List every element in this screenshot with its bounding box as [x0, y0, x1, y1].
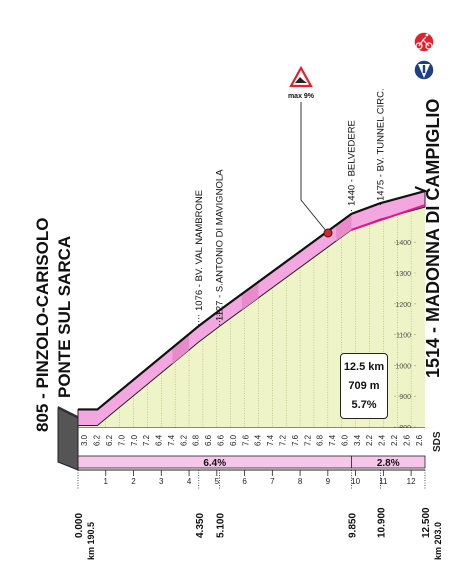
x-tick-label: 3 [159, 477, 164, 486]
climb-stats-box: 12.5 km 709 m 5.7% [340, 353, 388, 419]
gradient-strip-bg [78, 428, 425, 457]
distance-label: 4.350 [195, 513, 206, 538]
climb-length: 12.5 km [343, 361, 385, 373]
distance-axis: 1 2 3 4 5 6 7 8 9 10 11 120.000 4.350 5.100 9.850 10.90… [74, 469, 443, 560]
gradient-value: 7.2 [278, 434, 287, 446]
gradient-value: 6.0 [340, 434, 349, 446]
climb-average: 5.7% [351, 399, 377, 411]
km-total-label: km 190.5 [86, 522, 96, 560]
gradient-value: 2.4 [378, 434, 387, 446]
x-tick-label: 12 [407, 477, 416, 486]
x-tick-label: 9 [326, 477, 331, 486]
finish-approach-line [351, 204, 426, 231]
gradient-value: 2.2 [365, 434, 374, 446]
gradient-value: 6.2 [179, 434, 188, 446]
gradient-value: 7.0 [117, 434, 126, 446]
gradient-value: 2.6 [402, 434, 411, 446]
gradient-value: 2.6 [415, 434, 424, 446]
gradient-value: 7.2 [142, 434, 151, 446]
waypoint-label: 1475 - BV. TUNNEL CIRC. [376, 88, 387, 201]
elevation-tick-label: 1000 [395, 363, 411, 370]
gradient-value: 7.4 [266, 434, 275, 446]
start-label: 805 - PINZOLO-CARISOLO [33, 217, 52, 432]
steep-segment [241, 281, 259, 311]
segment-grade-bar [351, 455, 426, 469]
elevation-tick-label: 1300 [395, 271, 411, 278]
sds-logo: SDS [432, 431, 443, 452]
stage-finish-icon [413, 59, 435, 81]
climb-gain: 709 m [348, 380, 380, 392]
x-tick-label: 7 [270, 477, 275, 486]
max-grade-label: max 9% [288, 93, 315, 100]
gradient-value: 6.8 [316, 434, 325, 446]
elevation-tick-label: 900 [399, 394, 411, 401]
gradient-value: 7.6 [241, 434, 250, 446]
x-tick-label: 6 [242, 477, 247, 486]
distance-label: 12.500 [421, 507, 432, 538]
cycling-icon [413, 31, 435, 53]
km-total-label: km 203.0 [433, 522, 443, 560]
elevation-fill [78, 207, 425, 428]
waypoint-label: 1127 - S.ANTONIO DI MAVIGNOLA [215, 169, 226, 321]
gradient-value: 7.4 [167, 434, 176, 446]
x-tick-label: 10 [351, 477, 360, 486]
profile-top-edge [78, 186, 429, 411]
max-grade-dot [323, 228, 333, 238]
segment-grade-label: 2.8% [377, 458, 400, 469]
warning-icon [289, 65, 313, 88]
elevation-tick-label: 1400 [395, 240, 411, 247]
steep-segment [172, 333, 190, 364]
gradient-value: 3.4 [353, 434, 362, 446]
gradient-value: 6.2 [105, 434, 114, 446]
gradient-value: 6.6 [204, 434, 213, 446]
elevation-tick-label: 1100 [396, 333, 411, 340]
gradient-value: 6.8 [192, 434, 201, 446]
start-name: PINZOLO-CARISOLO [33, 217, 52, 389]
gradient-value: 6.6 [217, 434, 226, 446]
x-tick-label: 1 [104, 477, 109, 486]
gradient-value: 7.0 [130, 434, 139, 446]
elevation-area [78, 207, 425, 428]
waypoint-label: 1076 - BV. VAL NAMBRONE [194, 190, 205, 311]
distance-label: 10.900 [377, 507, 388, 538]
gradient-value: 7.2 [303, 434, 312, 446]
gradient-value: 7.4 [328, 434, 337, 446]
x-tick-label: 8 [298, 477, 303, 486]
elevation-tick-label: 1200 [395, 302, 411, 309]
gradient-value: 6.4 [254, 434, 263, 446]
start-label-line2: PONTE SUL SARCA [55, 235, 74, 398]
profile-band [77, 186, 429, 429]
waypoint-label: 1440 - BELVEDERE [346, 120, 357, 206]
gradient-value: 2.2 [390, 434, 399, 446]
segment-grade-label: 6.4% [203, 458, 226, 469]
steep-segment [336, 213, 352, 242]
x-tick-label: 4 [187, 477, 192, 486]
gradient-value: 3.0 [80, 434, 89, 446]
distance-label: 5.100 [216, 513, 227, 538]
max-grade-leader [300, 102, 328, 233]
x-tick-label: 2 [131, 477, 136, 486]
gradient-value: 6.2 [93, 434, 102, 446]
distance-label: 9.850 [347, 513, 358, 538]
distance-label: 0.000 [74, 513, 85, 538]
finish-label: 1514 - MADONNA DI CAMPIGLIO [423, 98, 443, 378]
gradient-value: 6.0 [229, 434, 238, 446]
gradient-value: 7.6 [291, 434, 300, 446]
start-elevation: 805 [33, 403, 52, 432]
x-tick-label: 5 [215, 477, 220, 486]
gradient-row: 3.0 6.2 6.2 7.0 7.0 7.2 6.4 7.4 6.2 6.8 6.6 6.6 6.0 7… [77, 428, 426, 469]
gradient-value: 6.4 [155, 434, 164, 446]
waypoint-markers: 1076 - BV. VAL NAMBRONE 1127 - S.ANTONIO … [194, 88, 387, 326]
start-block-top [58, 406, 78, 418]
x-tick-label: 11 [379, 477, 388, 486]
start-block [57, 407, 79, 471]
